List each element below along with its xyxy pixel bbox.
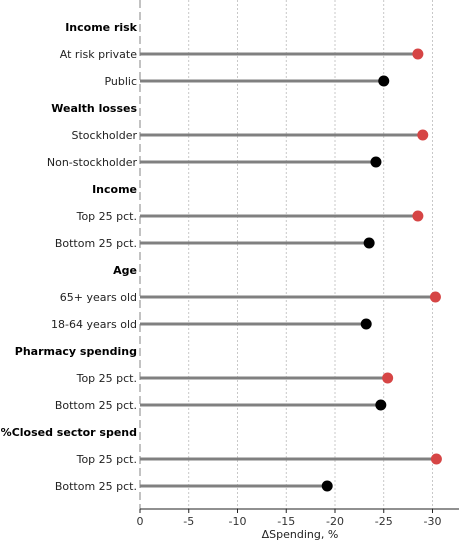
x-tick-label: -15 [277,515,295,528]
highlight-dot [382,372,394,384]
base-dot [370,156,382,168]
x-axis: 0 -5 -10 -15 -20 -25 -30 [137,508,459,528]
category-label: Bottom 25 pct. [55,399,137,412]
grid-lines [139,0,433,509]
x-tick-label: -5 [183,515,194,528]
x-tick-label: -25 [375,515,393,528]
category-label: Top 25 pct. [76,210,137,223]
x-tick-label: -20 [326,515,344,528]
base-dot [375,399,387,411]
category-label: Bottom 25 pct. [55,237,137,250]
category-label: Bottom 25 pct. [55,480,137,493]
group-label: Pharmacy spending [15,345,137,358]
base-dot [360,318,372,330]
highlight-dot [412,48,424,60]
category-label: Public [104,75,137,88]
group-label: %Closed sector spend [1,426,137,439]
group-label: Income [92,183,137,196]
category-label: 18-64 years old [51,318,137,331]
highlight-dot [430,453,442,465]
dots [321,48,442,492]
category-label: Top 25 pct. [76,453,137,466]
category-label: Non-stockholder [47,156,138,169]
x-axis-title: ΔSpending, % [262,528,339,541]
highlight-dot [417,129,429,141]
group-label: Age [113,264,137,277]
x-tick-label: -30 [424,515,442,528]
highlight-dot [429,291,441,303]
group-label: Wealth losses [51,102,137,115]
x-tick-label: -10 [229,515,247,528]
category-label: Top 25 pct. [76,372,137,385]
group-label: Income risk [65,21,137,34]
category-labels: Income risk At risk private Public Wealth l… [1,21,138,493]
base-dot [378,75,390,87]
x-tick-label: 0 [137,515,144,528]
base-dot [321,480,333,492]
category-label: At risk private [60,48,137,61]
category-label: 65+ years old [60,291,137,304]
highlight-dot [412,210,424,222]
stems [140,52,437,488]
base-dot [363,237,375,249]
category-label: Stockholder [72,129,138,142]
